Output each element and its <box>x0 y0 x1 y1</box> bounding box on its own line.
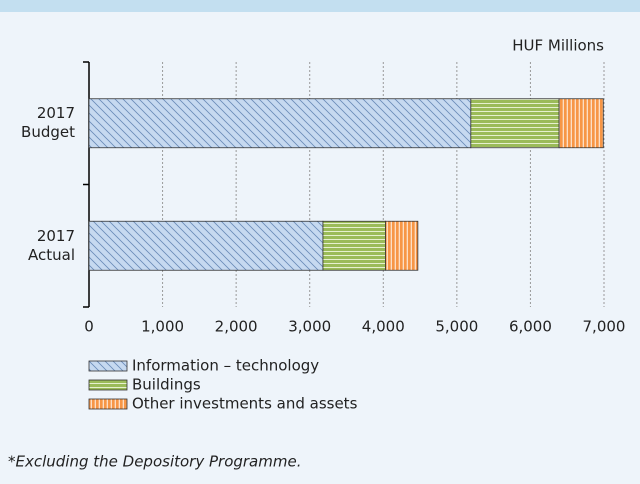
x-tick-label: 6,000 <box>509 318 552 336</box>
footnote: *Excluding the Depository Programme. <box>8 453 301 471</box>
x-tick-label: 1,000 <box>141 318 184 336</box>
legend-swatch <box>88 398 128 410</box>
x-tick-label: 5,000 <box>435 318 478 336</box>
x-tick-label: 0 <box>84 318 94 336</box>
header-band <box>0 0 640 12</box>
legend-swatch <box>88 360 128 372</box>
x-tick-label: 3,000 <box>288 318 331 336</box>
unit-label: HUF Millions <box>512 37 604 55</box>
x-tick-label: 4,000 <box>362 318 405 336</box>
bar-segment <box>88 98 472 149</box>
legend-label: Information – technology <box>132 357 319 375</box>
bar-segment <box>385 220 419 271</box>
x-tick-label: 7,000 <box>583 318 626 336</box>
legend-swatch <box>88 379 128 391</box>
bar-segment <box>470 98 560 149</box>
bar-segment <box>322 220 386 271</box>
bar-segment <box>88 220 324 271</box>
y-tick-label: 2017 Budget <box>21 104 75 142</box>
x-tick-label: 2,000 <box>215 318 258 336</box>
legend-label: Buildings <box>132 376 201 394</box>
bar-segment <box>558 98 604 149</box>
legend-label: Other investments and assets <box>132 395 358 413</box>
y-tick-label: 2017 Actual <box>28 226 75 264</box>
